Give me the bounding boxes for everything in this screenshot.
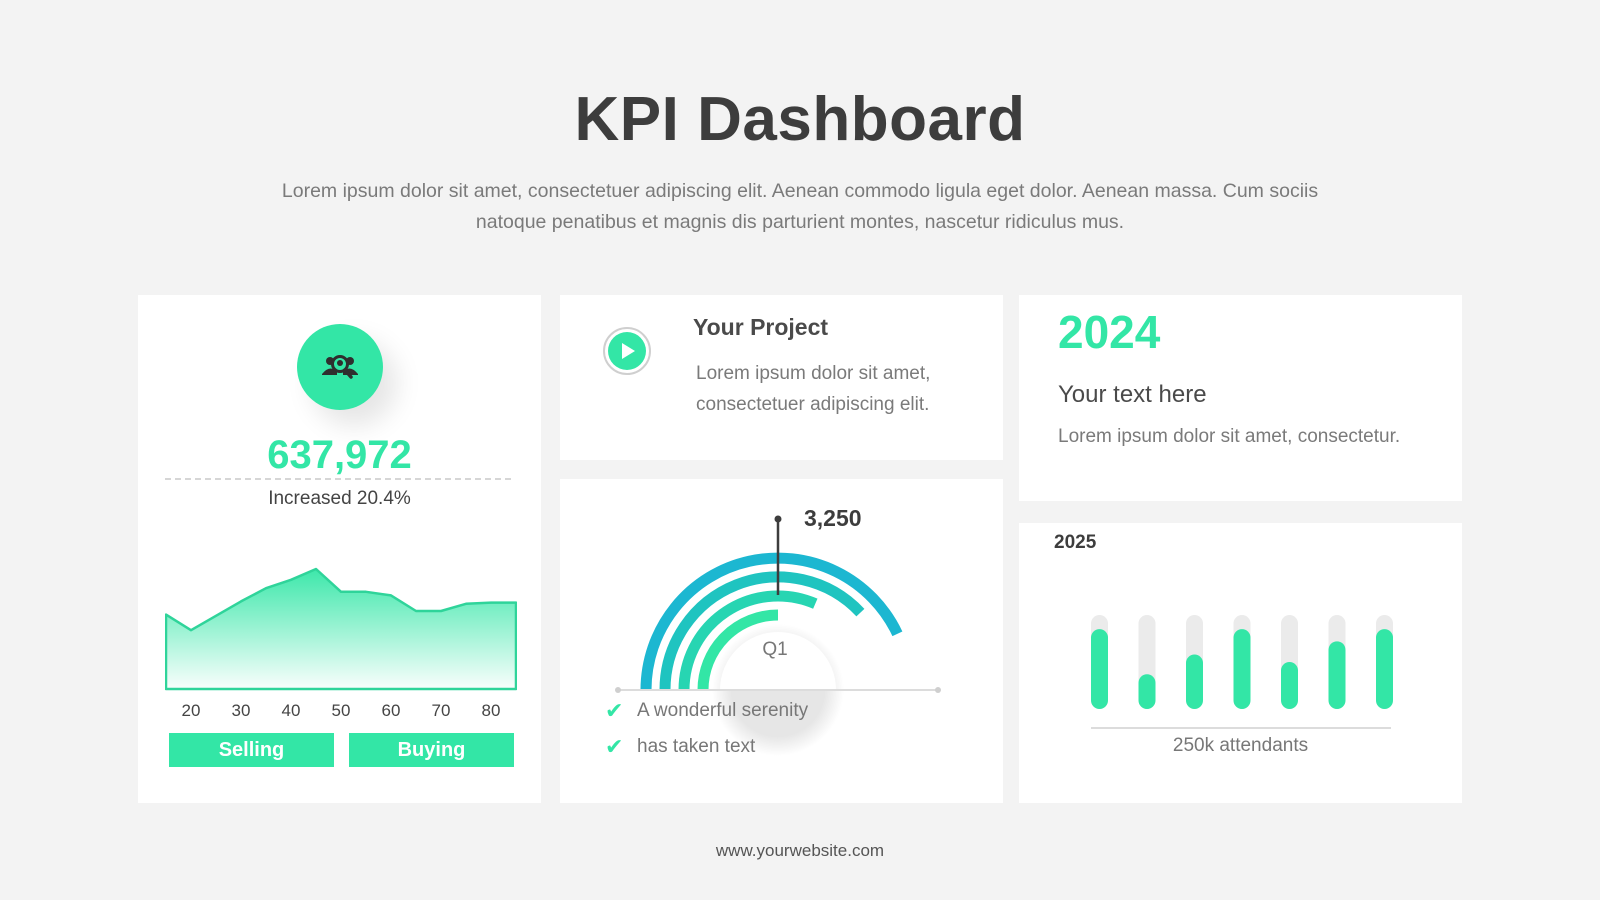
bar bbox=[1186, 654, 1203, 709]
bar-chart bbox=[1091, 615, 1393, 729]
x-tick-label: 40 bbox=[281, 701, 301, 720]
x-tick-label: 30 bbox=[231, 701, 251, 720]
bar bbox=[1376, 629, 1393, 709]
gauge-card: 3,250 Q1 ✔ A wonderful serenity ✔ has ta… bbox=[560, 479, 1003, 803]
gauge-ring-1 bbox=[640, 552, 903, 691]
team-search-icon bbox=[297, 324, 383, 410]
total-value: 637,972 bbox=[267, 433, 412, 477]
play-button[interactable] bbox=[603, 327, 651, 375]
project-card: Your Project Lorem ipsum dolor sit amet,… bbox=[560, 295, 1003, 460]
bar bbox=[1091, 629, 1108, 709]
footer-website[interactable]: www.yourwebsite.com bbox=[715, 841, 885, 860]
bar bbox=[1233, 629, 1251, 709]
increase-label: Increased 20.4% bbox=[268, 488, 411, 509]
x-tick-label: 70 bbox=[431, 701, 451, 720]
baseline-start-dot bbox=[615, 687, 621, 693]
check-icon: ✔ bbox=[605, 698, 624, 723]
area-fill bbox=[166, 569, 516, 689]
gauge-pointer-dot bbox=[774, 515, 782, 523]
year-2025: 2025 bbox=[1054, 532, 1097, 553]
area-line bbox=[165, 567, 517, 691]
gauge-ring-3 bbox=[678, 590, 818, 691]
year-card-text: Lorem ipsum dolor sit amet, consectetur. bbox=[1058, 426, 1401, 447]
bar bbox=[1281, 662, 1298, 709]
bar bbox=[1328, 641, 1346, 709]
project-title: Your Project bbox=[693, 314, 829, 340]
selling-button[interactable]: Selling bbox=[169, 733, 334, 767]
page-subtitle: Lorem ipsum dolor sit amet, consectetuer… bbox=[281, 180, 1319, 233]
x-tick-label: 50 bbox=[331, 701, 351, 720]
baseline-end-dot bbox=[935, 687, 941, 693]
year-2024: 2024 bbox=[1058, 306, 1161, 358]
gauge-hub bbox=[720, 632, 836, 690]
project-description: Lorem ipsum dolor sit amet, consectetuer… bbox=[696, 363, 931, 415]
bars-card: 2025 250k attendants bbox=[1019, 523, 1462, 803]
year-card-heading: Your text here bbox=[1058, 381, 1207, 408]
bars-caption: 250k attendants bbox=[1172, 735, 1309, 756]
gauge-ring-2 bbox=[659, 571, 865, 691]
gauge-ring-4 bbox=[697, 609, 779, 691]
play-icon bbox=[608, 332, 646, 370]
year-card: 2024 Your text here Lorem ipsum dolor si… bbox=[1019, 295, 1462, 501]
gauge-center-label: Q1 bbox=[762, 639, 788, 660]
x-tick-label: 60 bbox=[381, 701, 401, 720]
area-chart bbox=[165, 567, 517, 691]
checklist-item: ✔ has taken text bbox=[605, 734, 756, 759]
gauge-value: 3,250 bbox=[804, 505, 862, 531]
bar bbox=[1138, 674, 1156, 709]
gauge-chart bbox=[615, 515, 941, 756]
stats-card: 637,972 Increased 20.4% 20 30 40 50 60 70 80 S… bbox=[138, 295, 541, 803]
page-title: KPI Dashboard bbox=[574, 85, 1026, 154]
check-icon: ✔ bbox=[605, 734, 624, 759]
divider bbox=[165, 478, 511, 480]
buying-button[interactable]: Buying bbox=[349, 733, 514, 767]
x-tick-label: 20 bbox=[181, 701, 201, 720]
x-tick-label: 80 bbox=[481, 701, 501, 720]
checklist-item: ✔ A wonderful serenity bbox=[605, 698, 809, 723]
